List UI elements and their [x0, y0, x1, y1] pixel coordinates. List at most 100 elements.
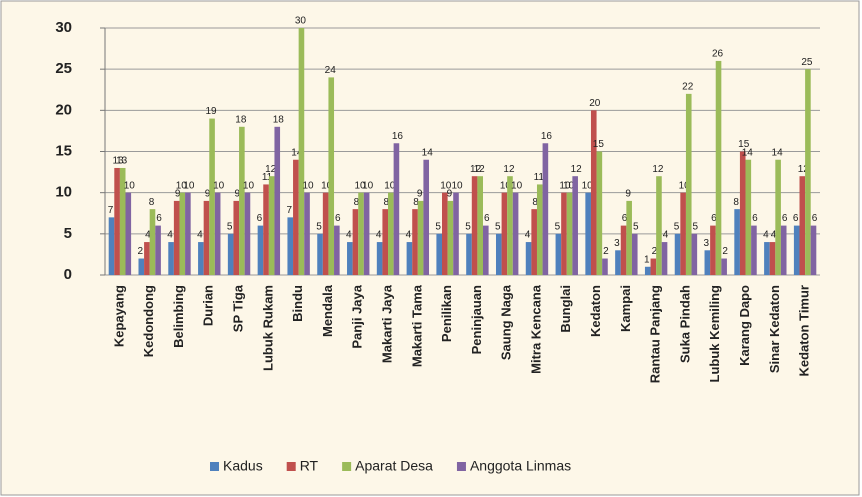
- bar: [691, 233, 698, 275]
- bar: [376, 242, 383, 275]
- data-label: 4: [167, 230, 173, 241]
- data-label: 12: [571, 164, 583, 175]
- bar: [363, 192, 370, 275]
- x-tick-label: Rantau Panjang: [648, 285, 663, 383]
- bar: [268, 176, 275, 275]
- data-label: 4: [406, 230, 412, 241]
- bar: [507, 176, 513, 275]
- x-tick-label: Makarti Tama: [409, 284, 424, 367]
- data-label: 8: [413, 197, 419, 208]
- y-tick-label: 30: [55, 19, 72, 36]
- data-label: 6: [335, 213, 341, 224]
- y-tick-label: 15: [55, 142, 72, 159]
- data-label: 8: [149, 197, 155, 208]
- bar: [566, 192, 573, 275]
- data-label: 6: [812, 213, 818, 224]
- data-label: 6: [484, 213, 490, 224]
- data-label: 10: [124, 180, 136, 191]
- data-label: 5: [465, 221, 471, 232]
- data-label: 10: [563, 180, 575, 191]
- data-label: 10: [500, 180, 512, 191]
- bar: [710, 225, 716, 275]
- data-label: 5: [555, 221, 561, 232]
- bar: [287, 217, 294, 275]
- bar: [423, 159, 430, 275]
- x-tick-label: Bindu: [290, 285, 305, 322]
- bar: [471, 176, 478, 275]
- legend-swatch: [286, 462, 296, 471]
- data-label: 14: [422, 147, 434, 158]
- data-label: 16: [392, 131, 404, 142]
- legend-label: Kadus: [223, 458, 263, 474]
- data-label: 14: [291, 147, 303, 158]
- bar: [602, 258, 608, 275]
- bar: [512, 192, 519, 275]
- bar: [442, 192, 448, 275]
- bar: [745, 159, 752, 275]
- bar: [436, 233, 443, 275]
- x-tick-label: Suka Pindah: [677, 285, 692, 363]
- bar: [412, 209, 418, 275]
- data-label: 7: [286, 205, 292, 216]
- bar: [447, 200, 454, 275]
- data-label: 3: [614, 238, 620, 249]
- data-label: 4: [663, 230, 669, 241]
- bar: [149, 209, 156, 275]
- bar: [661, 242, 668, 275]
- data-label: 6: [782, 213, 788, 224]
- data-label: 2: [722, 246, 728, 257]
- bar: [173, 200, 180, 275]
- bar: [751, 225, 757, 275]
- data-label: 4: [145, 230, 151, 241]
- data-label: 8: [733, 197, 739, 208]
- bar: [198, 242, 204, 275]
- bar: [322, 192, 329, 275]
- bar: [656, 176, 662, 275]
- data-label: 10: [511, 180, 523, 191]
- data-label: 4: [525, 230, 531, 241]
- data-label: 15: [593, 139, 605, 150]
- data-label: 6: [622, 213, 628, 224]
- legend-swatch: [456, 462, 466, 471]
- bar: [138, 258, 145, 275]
- data-label: 9: [234, 189, 240, 200]
- legend-label: RT: [300, 458, 319, 474]
- bar: [274, 126, 281, 275]
- bar: [799, 176, 806, 275]
- data-label: 6: [793, 213, 799, 224]
- bar: [626, 200, 632, 275]
- data-label: 5: [495, 221, 501, 232]
- data-label: 19: [206, 106, 218, 117]
- x-tick-label: Saung Naga: [499, 284, 514, 360]
- data-label: 10: [183, 180, 195, 191]
- bar: [769, 242, 776, 275]
- bar: [734, 209, 740, 275]
- data-label: 2: [138, 246, 144, 257]
- x-tick-label: Kedondong: [141, 285, 156, 357]
- bar: [347, 242, 353, 275]
- legend-label: Anggota Linmas: [470, 458, 571, 474]
- data-label: 12: [474, 164, 486, 175]
- data-label: 10: [362, 180, 374, 191]
- bar: [233, 200, 240, 275]
- bar: [775, 159, 781, 275]
- data-label: 5: [674, 221, 680, 232]
- bar: [293, 159, 299, 275]
- bar: [482, 225, 489, 275]
- bar: [227, 233, 234, 275]
- x-tick-label: Kampai: [618, 285, 633, 332]
- data-label: 1: [644, 254, 650, 265]
- data-label: 4: [376, 230, 382, 241]
- data-label: 10: [582, 180, 594, 191]
- data-label: 25: [801, 57, 813, 68]
- bar: [155, 225, 161, 275]
- x-tick-label: Durian: [201, 285, 216, 326]
- bar: [572, 176, 578, 275]
- bar: [650, 258, 657, 275]
- data-label: 12: [652, 164, 664, 175]
- bar: [263, 184, 269, 275]
- data-label: 9: [417, 189, 423, 200]
- bar: [382, 209, 389, 275]
- data-label: 7: [108, 205, 114, 216]
- bar: [555, 233, 562, 275]
